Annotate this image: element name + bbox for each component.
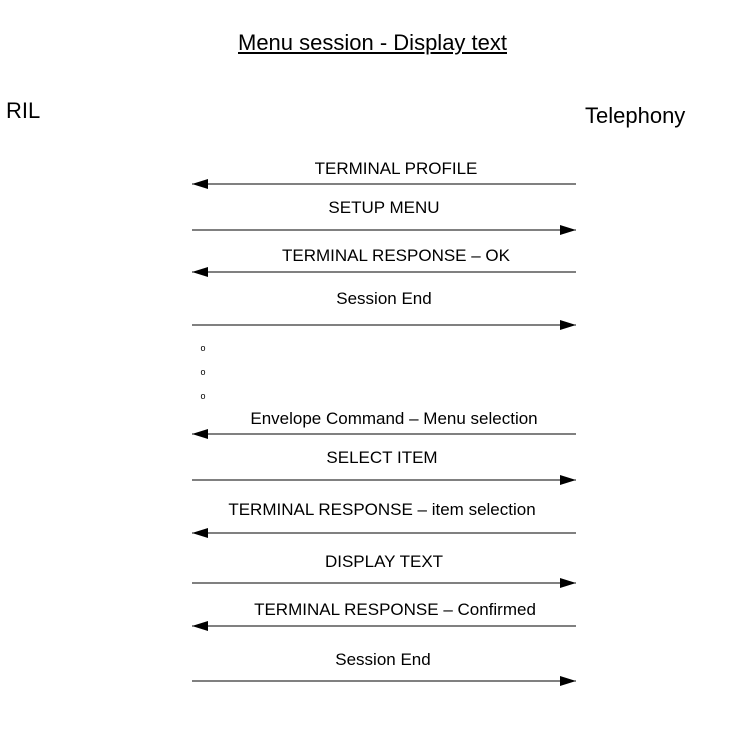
arrowhead-left-icon (192, 179, 208, 189)
arrowhead-left-icon (192, 528, 208, 538)
arrowhead-right-icon (560, 225, 576, 235)
message-label: Session End (336, 289, 431, 308)
arrowhead-right-icon (560, 578, 576, 588)
message-label: SETUP MENU (328, 198, 439, 217)
arrowhead-left-icon (192, 621, 208, 631)
message-label: TERMINAL RESPONSE – item selection (228, 500, 535, 519)
actor-telephony: Telephony (585, 103, 686, 128)
ellipsis-dot: o (200, 343, 205, 353)
arrowhead-right-icon (560, 676, 576, 686)
arrowhead-left-icon (192, 267, 208, 277)
message-label: TERMINAL RESPONSE – Confirmed (254, 600, 536, 619)
message-label: TERMINAL PROFILE (315, 159, 478, 178)
arrowhead-left-icon (192, 429, 208, 439)
diagram-title: Menu session - Display text (238, 30, 507, 55)
message-label: TERMINAL RESPONSE – OK (282, 246, 511, 265)
message-label: DISPLAY TEXT (325, 552, 443, 571)
message-label: Session End (335, 650, 430, 669)
arrowhead-right-icon (560, 320, 576, 330)
message-label: Envelope Command – Menu selection (250, 409, 537, 428)
ellipsis-dot: o (200, 391, 205, 401)
ellipsis-dot: o (200, 367, 205, 377)
message-label: SELECT ITEM (326, 448, 437, 467)
arrowhead-right-icon (560, 475, 576, 485)
actor-ril: RIL (6, 98, 41, 123)
